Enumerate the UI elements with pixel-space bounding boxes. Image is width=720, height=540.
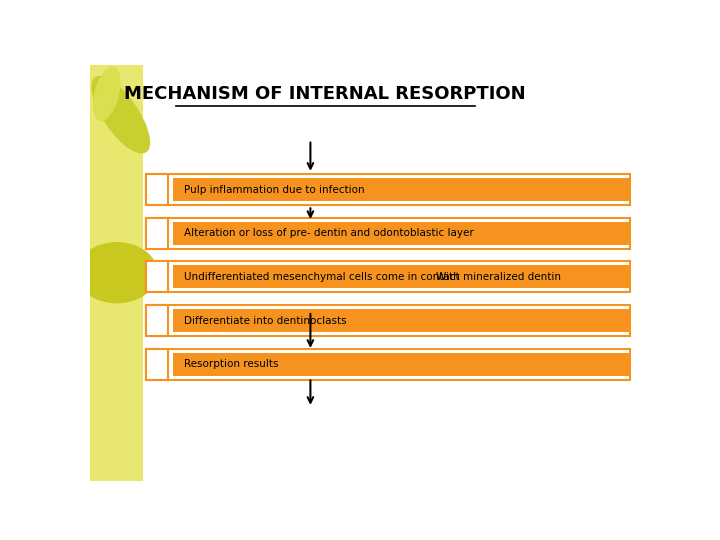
Bar: [173, 178, 630, 201]
Bar: [145, 218, 630, 249]
Bar: [145, 349, 630, 380]
Bar: [145, 174, 630, 205]
Bar: [145, 305, 630, 336]
Bar: [173, 266, 630, 288]
Bar: [145, 305, 168, 336]
Bar: [145, 218, 168, 249]
Circle shape: [76, 243, 157, 302]
Bar: [145, 261, 168, 293]
FancyBboxPatch shape: [90, 65, 143, 481]
Bar: [145, 349, 168, 380]
Bar: [145, 261, 630, 293]
Text: With mineralized dentin: With mineralized dentin: [436, 272, 561, 282]
Text: Differentiate into dentinoclasts: Differentiate into dentinoclasts: [184, 315, 346, 326]
Text: Pulp inflammation due to infection: Pulp inflammation due to infection: [184, 185, 364, 194]
Text: Alteration or loss of pre- dentin and odontoblastic layer: Alteration or loss of pre- dentin and od…: [184, 228, 474, 238]
Ellipse shape: [92, 77, 150, 153]
Bar: [145, 174, 168, 205]
Bar: [173, 353, 630, 376]
Text: MECHANISM OF INTERNAL RESORPTION: MECHANISM OF INTERNAL RESORPTION: [124, 85, 525, 103]
Text: Undifferentiated mesenchymal cells come in contact: Undifferentiated mesenchymal cells come …: [184, 272, 459, 282]
Text: Resorption results: Resorption results: [184, 359, 278, 369]
Ellipse shape: [94, 68, 120, 120]
Bar: [173, 222, 630, 245]
Bar: [173, 309, 630, 332]
